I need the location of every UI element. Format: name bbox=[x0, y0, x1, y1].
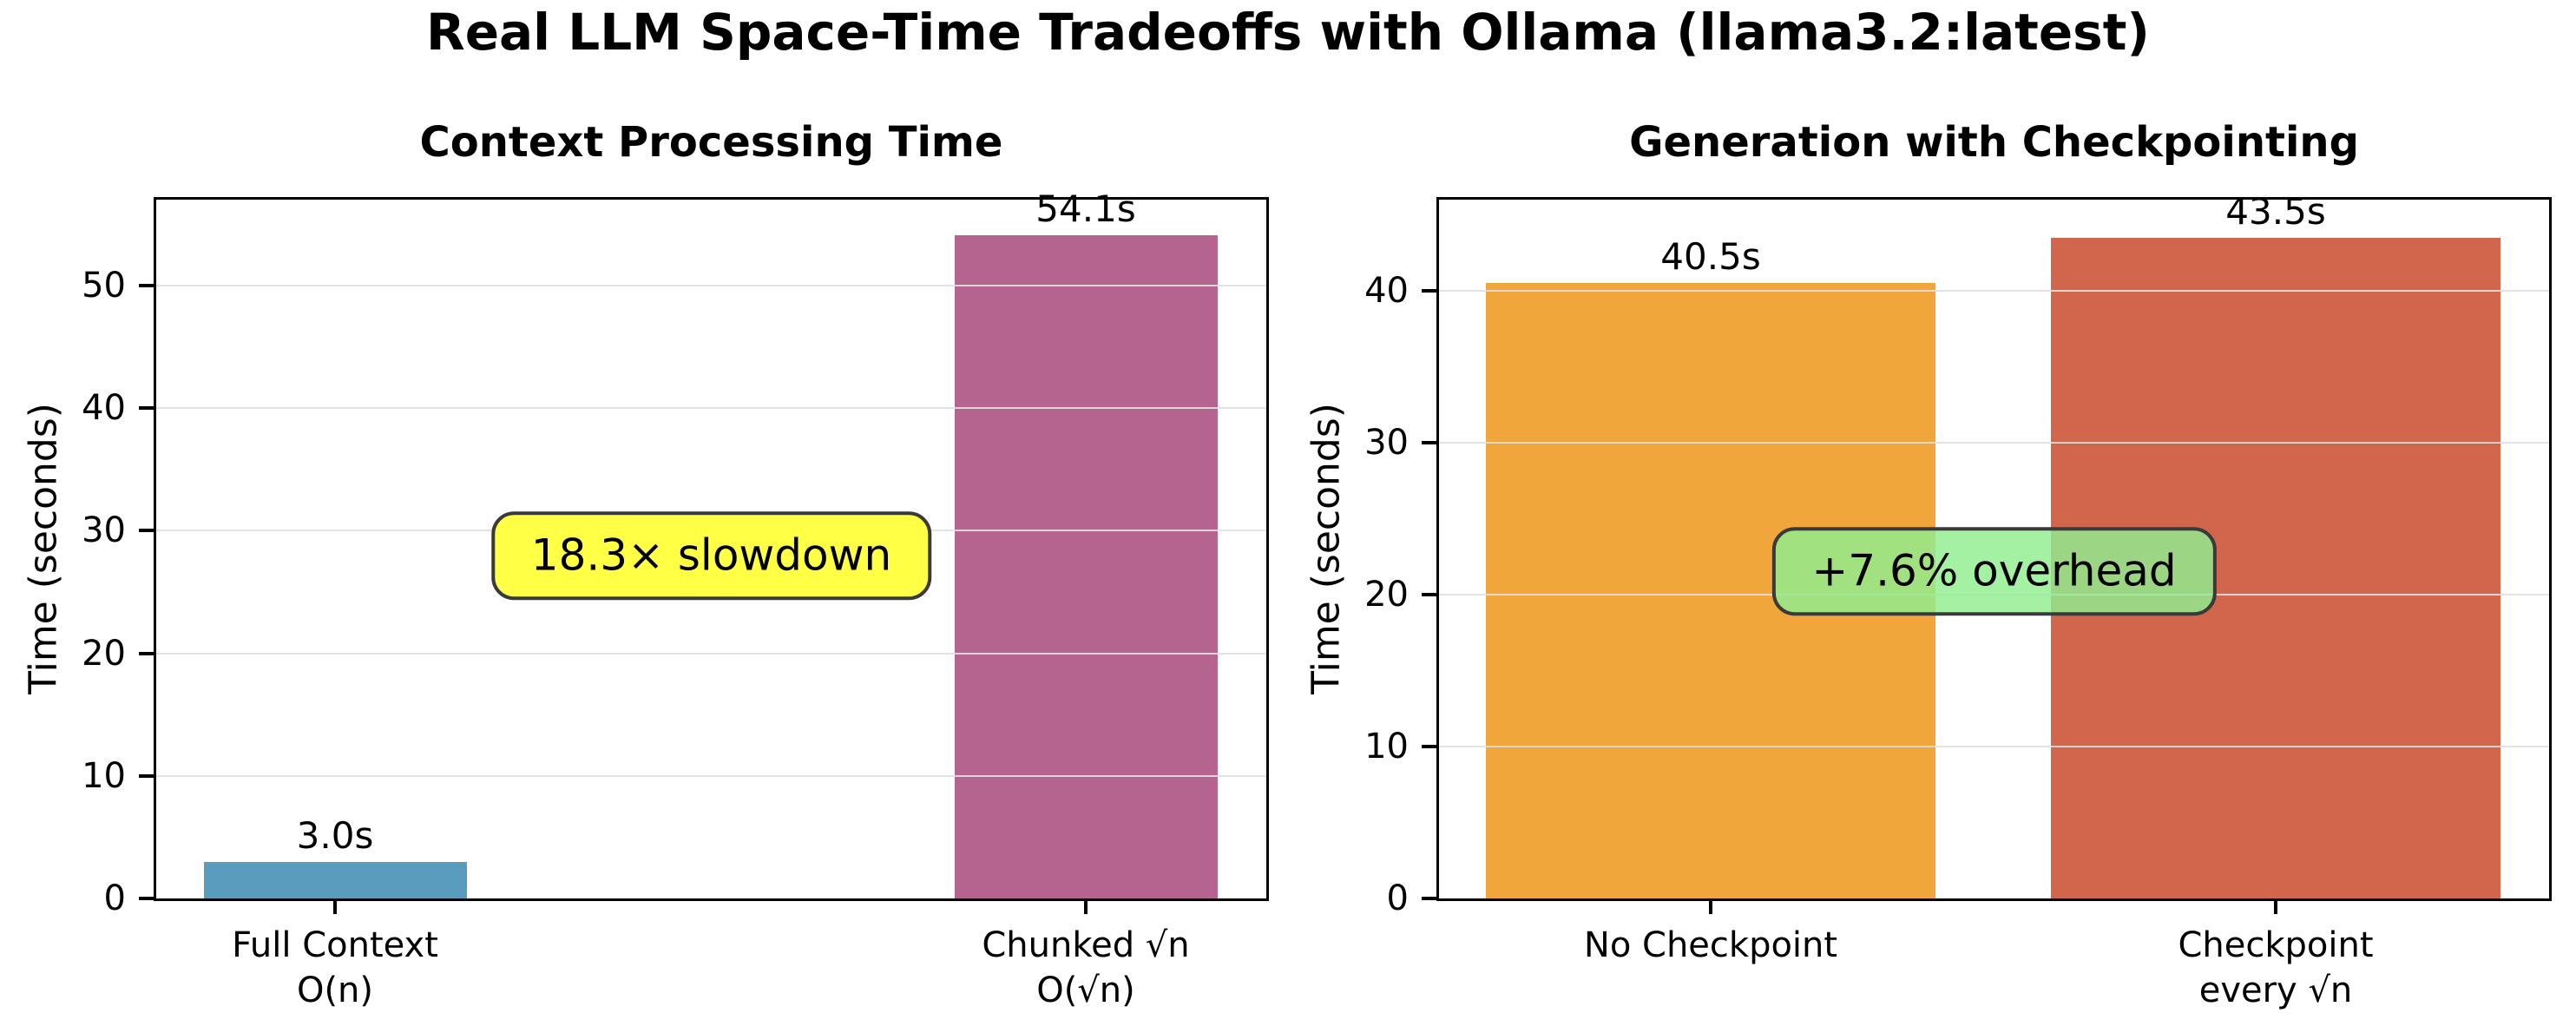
right-subplot-title: Generation with Checkpointing bbox=[1629, 118, 2359, 167]
gridline bbox=[1439, 290, 2549, 292]
gridline bbox=[1439, 746, 2549, 747]
x-tick-label-line: Full Context bbox=[232, 925, 438, 965]
gridline bbox=[156, 652, 1266, 655]
right-plot-area: +7.6% overhead 40.5s No Checkpoint 43.5s Ch… bbox=[1364, 190, 2552, 1010]
y-tick-label: 10 bbox=[1364, 727, 1409, 767]
y-tick-label: 20 bbox=[82, 633, 126, 674]
x-tick-label-line: O(n) bbox=[296, 970, 374, 1010]
bar-value-label: 43.5s bbox=[2225, 189, 2326, 233]
y-tick-label: 0 bbox=[103, 878, 126, 918]
bar-value-label: 54.1s bbox=[1035, 187, 1136, 230]
bar-0 bbox=[203, 861, 467, 898]
x-tick-label-line: Chunked √n bbox=[982, 925, 1190, 965]
y-tick-label: 20 bbox=[1364, 575, 1409, 615]
y-tick-mark bbox=[1422, 441, 1436, 444]
y-tick-mark bbox=[1422, 593, 1436, 596]
x-tick-label-line: O(√n) bbox=[1036, 970, 1135, 1010]
y-tick-mark bbox=[139, 406, 154, 411]
bar-value-label: 40.5s bbox=[1660, 235, 1761, 279]
y-tick-label: 10 bbox=[82, 755, 126, 796]
y-tick-label: 40 bbox=[82, 388, 126, 429]
y-tick-mark bbox=[139, 529, 154, 533]
y-tick-mark bbox=[1422, 897, 1436, 900]
y-tick-mark bbox=[139, 773, 154, 778]
x-tick-mark bbox=[1084, 900, 1088, 914]
y-tick-label: 30 bbox=[82, 510, 126, 551]
y-tick-label: 30 bbox=[1364, 423, 1409, 463]
left-plot-area: 18.3× slowdown 3.0s Full Context O(n) 54.1s… bbox=[82, 188, 1269, 1010]
x-tick-label: Chunked √n O(√n) bbox=[860, 923, 1311, 1013]
y-tick-mark bbox=[139, 897, 154, 900]
slowdown-annotation: 18.3× slowdown bbox=[490, 511, 932, 600]
overhead-annotation: +7.6% overhead bbox=[1771, 527, 2217, 615]
left-subplot-title: Context Processing Time bbox=[419, 118, 1003, 167]
bar-value-label: 3.0s bbox=[296, 813, 374, 857]
y-tick-label: 0 bbox=[1386, 878, 1409, 918]
x-tick-label: Checkpoint every √n bbox=[2050, 923, 2501, 1013]
gridline bbox=[156, 284, 1266, 286]
y-tick-mark bbox=[1422, 745, 1436, 748]
figure-title: Real LLM Space-Time Tradeoffs with Ollam… bbox=[426, 3, 2150, 62]
x-tick-mark bbox=[1709, 900, 1712, 914]
x-tick-label-line: Checkpoint bbox=[2178, 925, 2374, 965]
x-tick-label: No Checkpoint bbox=[1485, 923, 1936, 968]
x-tick-label: Full Context O(n) bbox=[109, 923, 561, 1013]
y-tick-label: 40 bbox=[1364, 271, 1409, 311]
x-tick-mark bbox=[2274, 900, 2277, 914]
y-tick-mark bbox=[139, 651, 154, 655]
x-tick-mark bbox=[333, 900, 337, 914]
gridline bbox=[156, 407, 1266, 410]
x-tick-label-line: every √n bbox=[2198, 970, 2353, 1010]
y-tick-label: 50 bbox=[82, 265, 126, 306]
x-tick-label-line: No Checkpoint bbox=[1583, 925, 1838, 965]
y-tick-mark bbox=[139, 283, 154, 287]
gridline bbox=[1439, 442, 2549, 444]
y-tick-mark bbox=[1422, 289, 1436, 293]
gridline bbox=[156, 774, 1266, 777]
bar-1 bbox=[954, 234, 1218, 898]
